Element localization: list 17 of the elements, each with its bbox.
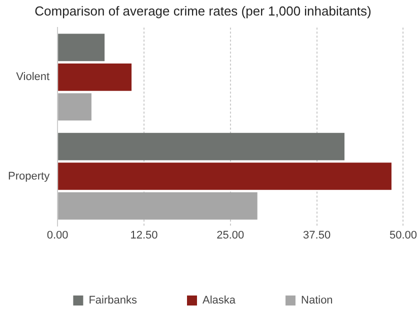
bar — [58, 162, 392, 190]
x-tick-label: 25.00 — [216, 229, 244, 242]
x-tick-label: 12.50 — [130, 229, 158, 242]
x-tick-label: 0.00 — [46, 229, 68, 242]
bar — [58, 63, 132, 91]
y-tick-label: Property — [8, 170, 50, 182]
bar — [58, 34, 105, 62]
y-tick-label: Violent — [16, 71, 50, 84]
bar — [58, 192, 258, 220]
legend-label: Nation — [301, 294, 333, 307]
chart-title: Comparison of average crime rates (per 1,000 inhabitants) — [34, 3, 372, 18]
x-tick-label: 50.00 — [389, 229, 417, 242]
bar — [58, 132, 344, 160]
legend-label: Fairbanks — [88, 294, 138, 307]
legend-label: Alaska — [202, 294, 236, 307]
bar — [58, 93, 92, 121]
x-tick-label: 37.50 — [303, 229, 331, 242]
